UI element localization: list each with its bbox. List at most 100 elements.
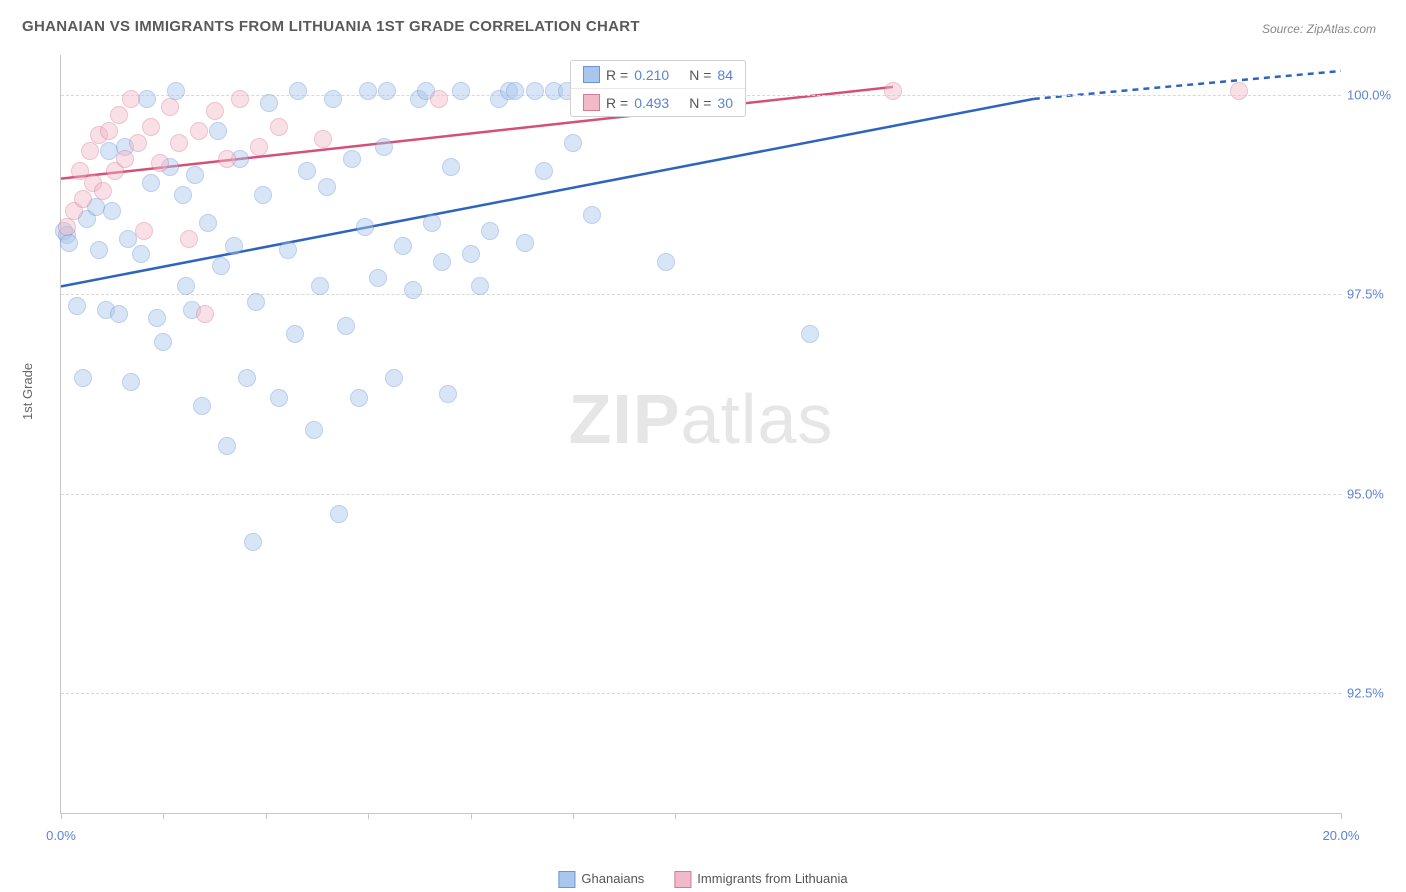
scatter-point-lithuania [81,142,99,160]
legend-swatch [583,94,600,111]
scatter-point-ghanaians [238,369,256,387]
scatter-point-ghanaians [516,234,534,252]
legend-stat-row-ghanaians: R = 0.210N = 84 [571,61,745,89]
scatter-point-ghanaians [138,90,156,108]
scatter-point-ghanaians [103,202,121,220]
scatter-point-ghanaians [298,162,316,180]
scatter-point-lithuania [151,154,169,172]
scatter-point-ghanaians [177,277,195,295]
scatter-point-ghanaians [337,317,355,335]
scatter-point-ghanaians [305,421,323,439]
scatter-point-ghanaians [218,437,236,455]
legend-swatch [583,66,600,83]
legend-swatch [674,871,691,888]
plot-area: ZIPatlas 92.5%95.0%97.5%100.0%0.0%20.0% [60,55,1341,814]
scatter-point-ghanaians [359,82,377,100]
y-axis-label: 1st Grade [20,363,35,420]
source-attribution: Source: ZipAtlas.com [1262,22,1376,36]
scatter-point-ghanaians [142,174,160,192]
scatter-point-ghanaians [311,277,329,295]
scatter-point-ghanaians [286,325,304,343]
scatter-point-ghanaians [244,533,262,551]
scatter-point-lithuania [161,98,179,116]
scatter-point-ghanaians [369,269,387,287]
x-tick [368,813,369,819]
legend-swatch [558,871,575,888]
legend-r-label: R = [606,95,628,111]
scatter-point-ghanaians [270,389,288,407]
correlation-legend: R = 0.210N = 84R = 0.493N = 30 [570,60,746,117]
scatter-point-ghanaians [225,237,243,255]
x-tick [675,813,676,819]
scatter-point-ghanaians [356,218,374,236]
scatter-point-lithuania [129,134,147,152]
scatter-point-lithuania [110,106,128,124]
scatter-point-ghanaians [209,122,227,140]
scatter-point-ghanaians [212,257,230,275]
scatter-point-lithuania [122,90,140,108]
scatter-point-ghanaians [439,385,457,403]
x-tick-label: 0.0% [46,828,76,843]
scatter-point-ghanaians [68,297,86,315]
y-tick-label: 92.5% [1347,686,1406,701]
scatter-point-lithuania [206,102,224,120]
scatter-point-lithuania [74,190,92,208]
scatter-point-ghanaians [279,241,297,259]
scatter-point-ghanaians [433,253,451,271]
scatter-point-lithuania [314,130,332,148]
gridline [61,494,1341,495]
scatter-point-ghanaians [199,214,217,232]
scatter-point-ghanaians [60,234,78,252]
y-tick-label: 97.5% [1347,287,1406,302]
legend-stat-row-lithuania: R = 0.493N = 30 [571,89,745,116]
chart-container: GHANAIAN VS IMMIGRANTS FROM LITHUANIA 1S… [0,0,1406,892]
series-legend: GhanaiansImmigrants from Lithuania [558,871,847,888]
legend-r-label: R = [606,67,628,83]
scatter-point-lithuania [430,90,448,108]
x-tick [1341,813,1342,819]
scatter-point-lithuania [270,118,288,136]
x-tick [163,813,164,819]
scatter-point-ghanaians [462,245,480,263]
legend-item-ghanaians: Ghanaians [558,871,644,888]
scatter-point-lithuania [218,150,236,168]
scatter-point-lithuania [135,222,153,240]
legend-r-value: 0.493 [634,95,669,111]
scatter-point-ghanaians [423,214,441,232]
scatter-point-lithuania [180,230,198,248]
watermark: ZIPatlas [569,379,834,459]
scatter-point-ghanaians [526,82,544,100]
x-tick [61,813,62,819]
scatter-point-ghanaians [193,397,211,415]
scatter-point-ghanaians [506,82,524,100]
scatter-point-ghanaians [801,325,819,343]
scatter-point-ghanaians [481,222,499,240]
scatter-point-ghanaians [122,373,140,391]
y-tick-label: 95.0% [1347,486,1406,501]
scatter-point-ghanaians [260,94,278,112]
scatter-point-ghanaians [186,166,204,184]
scatter-point-lithuania [231,90,249,108]
scatter-point-lithuania [190,122,208,140]
scatter-point-ghanaians [289,82,307,100]
chart-title: GHANAIAN VS IMMIGRANTS FROM LITHUANIA 1S… [22,18,640,35]
scatter-point-ghanaians [394,237,412,255]
scatter-point-ghanaians [535,162,553,180]
scatter-point-lithuania [250,138,268,156]
scatter-point-ghanaians [154,333,172,351]
scatter-point-lithuania [116,150,134,168]
legend-label: Ghanaians [581,871,644,886]
scatter-point-ghanaians [452,82,470,100]
legend-n-label: N = [689,67,711,83]
scatter-point-ghanaians [583,206,601,224]
scatter-point-lithuania [58,218,76,236]
scatter-point-lithuania [142,118,160,136]
scatter-point-ghanaians [318,178,336,196]
scatter-point-ghanaians [657,253,675,271]
x-tick [471,813,472,819]
scatter-point-lithuania [100,122,118,140]
scatter-point-ghanaians [90,241,108,259]
scatter-point-ghanaians [442,158,460,176]
scatter-point-lithuania [170,134,188,152]
scatter-point-lithuania [94,182,112,200]
